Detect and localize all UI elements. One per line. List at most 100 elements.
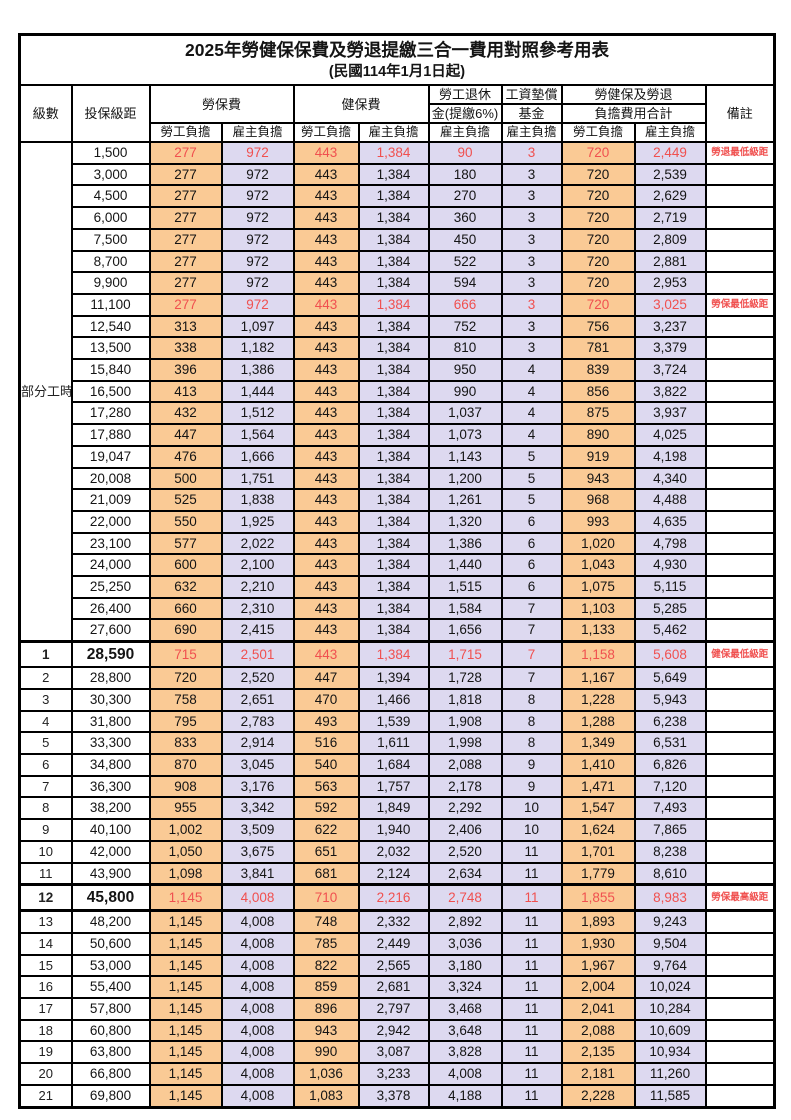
bracket-cell: 19,047 xyxy=(70,444,151,469)
cell-total-employer: 9,504 xyxy=(633,931,707,956)
cell-labor-employer: 972 xyxy=(220,249,295,274)
cell-health-employer: 1,384 xyxy=(357,314,430,339)
cell-labor-employee: 577 xyxy=(148,531,223,556)
cell-fund-employer: 11 xyxy=(500,931,563,956)
cell-labor-employer: 1,666 xyxy=(220,444,295,469)
remark-cell: 勞退最低級距 xyxy=(704,141,776,165)
col-header-total-line2: 負擔費用合計 xyxy=(560,103,707,124)
cell-total-employer: 3,724 xyxy=(633,358,707,382)
cell-health-employer: 1,384 xyxy=(357,488,430,512)
cell-total-employer: 3,937 xyxy=(633,401,707,426)
page-title: 2025年勞健保保費及勞退提繳三合一費用對照參考用表 xyxy=(185,40,609,60)
remark-cell xyxy=(704,687,776,712)
cell-health-employer: 1,384 xyxy=(357,444,430,469)
cell-labor-employee: 600 xyxy=(148,553,223,578)
level-cell: 8 xyxy=(18,796,73,821)
table-row: 10 42,000 1,050 3,675 651 2,032 2,520 11 1,701 8,… xyxy=(18,839,776,864)
cell-pension-employer: 90 xyxy=(427,141,503,165)
remark-cell xyxy=(704,953,776,978)
bracket-cell: 9,900 xyxy=(70,271,151,295)
remark-cell xyxy=(704,731,776,755)
table-row: 27,600 690 2,415 443 1,384 1,656 7 1,133 5,462 xyxy=(20,618,776,643)
cell-labor-employee: 500 xyxy=(148,466,223,491)
cell-labor-employee: 277 xyxy=(148,162,223,187)
table-row: 16 55,400 1,145 4,008 859 2,681 3,324 11 2,004 10… xyxy=(18,975,776,1000)
remark-cell xyxy=(704,336,776,361)
cell-total-employee: 720 xyxy=(560,141,636,165)
cell-fund-employer: 3 xyxy=(500,206,563,230)
remark-cell xyxy=(704,796,776,821)
col-header-health-insurance: 健保費 xyxy=(292,84,430,124)
cell-fund-employer: 6 xyxy=(500,575,563,599)
cell-health-employer: 2,032 xyxy=(357,839,430,864)
cell-pension-employer: 1,320 xyxy=(427,509,503,534)
cell-total-employer: 7,120 xyxy=(633,774,707,799)
cell-total-employee: 1,167 xyxy=(560,666,636,690)
cell-pension-employer: 990 xyxy=(427,379,503,404)
table-row: 13 48,200 1,145 4,008 748 2,332 2,892 11 1,893 9,… xyxy=(18,909,776,934)
level-cell: 4 xyxy=(18,709,73,734)
cell-total-employer: 3,379 xyxy=(633,336,707,361)
cell-total-employer: 3,822 xyxy=(633,379,707,404)
cell-total-employer: 10,609 xyxy=(633,1018,707,1043)
cell-labor-employer: 3,509 xyxy=(220,818,295,842)
table-row: 18 60,800 1,145 4,008 943 2,942 3,648 11 2,088 10… xyxy=(18,1018,776,1043)
cell-total-employer: 5,285 xyxy=(633,596,707,621)
cell-pension-employer: 752 xyxy=(427,314,503,339)
table-row: 8 38,200 955 3,342 592 1,849 2,292 10 1,547 7,493 xyxy=(18,796,776,821)
cell-health-employer: 1,384 xyxy=(357,336,430,361)
cell-fund-employer: 3 xyxy=(500,141,563,165)
bracket-cell: 55,400 xyxy=(70,975,151,1000)
remark-cell: 勞保最高級距 xyxy=(704,883,776,913)
cell-labor-employee: 1,050 xyxy=(148,839,223,864)
cell-labor-employer: 4,008 xyxy=(220,909,295,934)
bracket-cell: 21,009 xyxy=(70,488,151,512)
cell-pension-employer: 270 xyxy=(427,184,503,209)
cell-labor-employer: 3,841 xyxy=(220,861,295,886)
cell-health-employer: 1,384 xyxy=(357,509,430,534)
col-header-pension-line1: 勞工退休 xyxy=(427,84,503,105)
cell-labor-employer: 972 xyxy=(220,206,295,230)
cell-pension-employer: 2,634 xyxy=(427,861,503,886)
cell-total-employee: 720 xyxy=(560,292,636,317)
section-label-part-time: 部分工時 xyxy=(18,141,73,643)
cell-total-employee: 720 xyxy=(560,227,636,252)
remark-cell xyxy=(704,752,776,777)
cell-labor-employer: 2,651 xyxy=(220,687,295,712)
cell-health-employee: 443 xyxy=(292,271,360,295)
level-cell: 20 xyxy=(18,1062,73,1086)
level-cell: 19 xyxy=(18,1040,73,1065)
cell-pension-employer: 1,715 xyxy=(427,640,503,669)
bracket-cell: 36,300 xyxy=(70,774,151,799)
cell-health-employee: 748 xyxy=(292,909,360,934)
cell-total-employer: 4,488 xyxy=(633,488,707,512)
table-row: 7,500 277 972 443 1,384 450 3 720 2,809 xyxy=(20,227,776,252)
cell-health-employee: 592 xyxy=(292,796,360,821)
cell-health-employer: 1,466 xyxy=(357,687,430,712)
cell-health-employer: 1,384 xyxy=(357,184,430,209)
col-header-total-line1: 勞健保及勞退 xyxy=(560,84,707,105)
cell-labor-employer: 2,501 xyxy=(220,640,295,669)
cell-health-employee: 859 xyxy=(292,975,360,1000)
cell-total-employer: 6,826 xyxy=(633,752,707,777)
cell-labor-employee: 715 xyxy=(148,640,223,669)
cell-fund-employer: 3 xyxy=(500,184,563,209)
cell-labor-employer: 1,182 xyxy=(220,336,295,361)
cell-health-employer: 1,394 xyxy=(357,666,430,690)
level-cell: 11 xyxy=(18,861,73,886)
cell-health-employer: 1,539 xyxy=(357,709,430,734)
table-row: 26,400 660 2,310 443 1,384 1,584 7 1,103 5,285 xyxy=(20,596,776,621)
cell-labor-employee: 1,145 xyxy=(148,883,223,913)
cell-health-employee: 443 xyxy=(292,358,360,382)
cell-total-employer: 5,943 xyxy=(633,687,707,712)
table-row: 7 36,300 908 3,176 563 1,757 2,178 9 1,471 7,120 xyxy=(18,774,776,799)
cell-health-employer: 2,797 xyxy=(357,997,430,1021)
cell-total-employer: 2,629 xyxy=(633,184,707,209)
bracket-cell: 13,500 xyxy=(70,336,151,361)
cell-health-employer: 1,384 xyxy=(357,358,430,382)
cell-health-employer: 1,384 xyxy=(357,141,430,165)
cell-health-employee: 443 xyxy=(292,488,360,512)
remark-cell xyxy=(704,531,776,556)
cell-health-employee: 443 xyxy=(292,423,360,447)
cell-health-employer: 1,384 xyxy=(357,206,430,230)
